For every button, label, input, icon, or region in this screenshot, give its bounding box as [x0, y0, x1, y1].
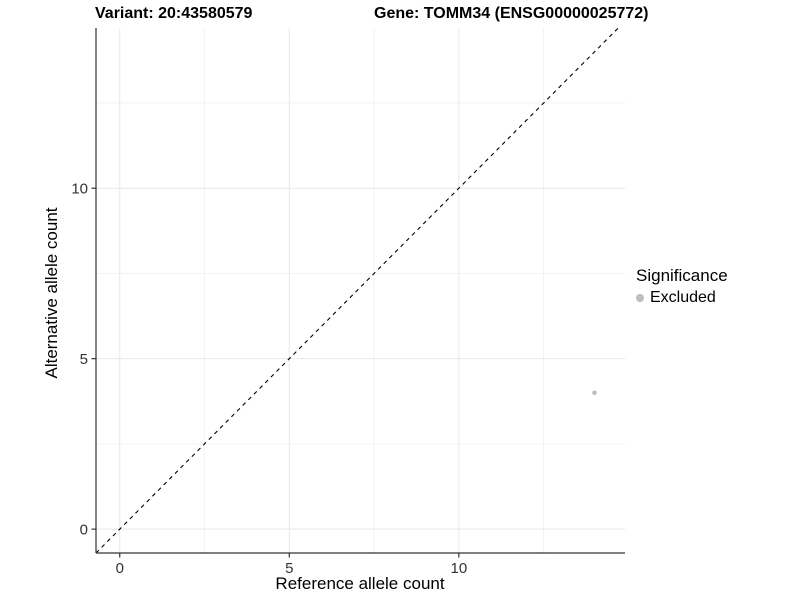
legend-entry-excluded: Excluded: [636, 289, 728, 307]
y-tick-label: 10: [71, 180, 88, 197]
gene-title: Gene: TOMM34 (ENSG00000025772): [374, 5, 649, 22]
legend: Significance Excluded: [636, 266, 728, 307]
x-axis-title: Reference allele count: [275, 574, 445, 593]
legend-title: Significance: [636, 266, 728, 285]
data-point: [592, 390, 597, 396]
identity-reference-line: [95, 27, 619, 554]
y-tick-label: 0: [80, 521, 88, 538]
x-tick-label: 5: [285, 560, 293, 577]
y-axis-title: Alternative allele count: [42, 207, 61, 379]
x-tick-label: 0: [116, 560, 124, 577]
variant-title: Variant: 20:43580579: [95, 5, 253, 22]
excluded-point-icon: [636, 294, 644, 302]
x-tick-label: 10: [450, 560, 467, 577]
y-tick-label: 5: [80, 351, 88, 368]
legend-entry-label: Excluded: [650, 289, 716, 306]
